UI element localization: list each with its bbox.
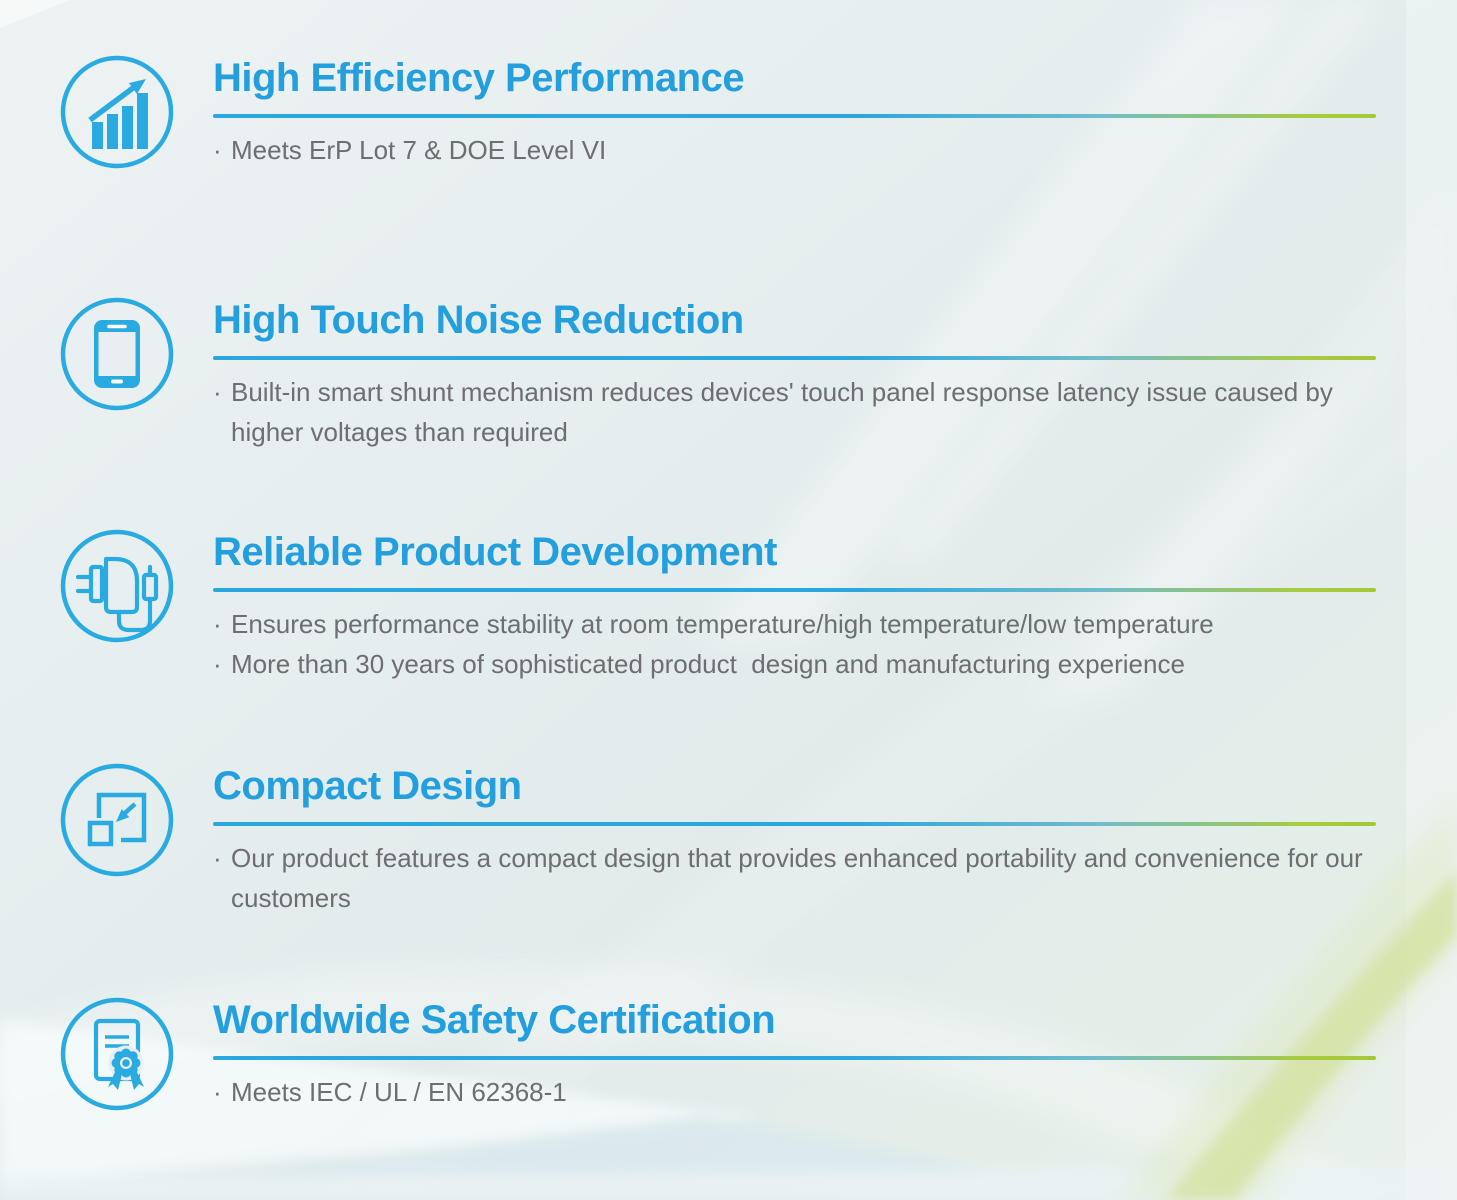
bullet-text: Ensures performance stability at room te… — [231, 609, 1214, 639]
feature-divider — [213, 822, 1376, 826]
bullet-marker: · — [213, 1077, 222, 1107]
bullet-text: Built-in smart shunt mechanism reduces d… — [231, 377, 1341, 447]
feature-bullets: · Built-in smart shunt mechanism reduces… — [213, 372, 1388, 452]
feature-bullets: · Ensures performance stability at room … — [213, 604, 1388, 684]
feature-title: Worldwide Safety Certification — [213, 998, 776, 1042]
feature-bullet: · Meets ErP Lot 7 & DOE Level VI — [213, 130, 1388, 170]
feature-divider — [213, 588, 1376, 592]
bullet-marker: · — [213, 649, 222, 679]
bullet-text: Meets ErP Lot 7 & DOE Level VI — [231, 135, 607, 165]
feature-title: Reliable Product Development — [213, 530, 777, 574]
bullet-text: More than 30 years of sophisticated prod… — [231, 649, 1185, 679]
smartphone-icon — [59, 296, 175, 412]
compact-resize-icon — [59, 762, 175, 878]
feature-bullet: · Built-in smart shunt mechanism reduces… — [213, 372, 1388, 452]
feature-divider — [213, 356, 1376, 360]
feature-bullets: · Our product features a compact design … — [213, 838, 1388, 918]
feature-bullet: · Ensures performance stability at room … — [213, 604, 1388, 644]
bullet-text: Our product features a compact design th… — [231, 843, 1370, 913]
feature-divider — [213, 1056, 1376, 1060]
feature-bullets: · Meets IEC / UL / EN 62368-1 — [213, 1072, 1388, 1112]
feature-divider — [213, 114, 1376, 118]
power-adapter-icon — [59, 528, 175, 644]
certificate-ribbon-icon — [59, 996, 175, 1112]
bullet-marker: · — [213, 843, 222, 873]
feature-bullets: · Meets ErP Lot 7 & DOE Level VI — [213, 130, 1388, 170]
bullet-text: Meets IEC / UL / EN 62368-1 — [231, 1077, 567, 1107]
feature-title: High Efficiency Performance — [213, 56, 745, 100]
bullet-marker: · — [213, 377, 222, 407]
feature-title: High Touch Noise Reduction — [213, 298, 744, 342]
bullet-marker: · — [213, 135, 222, 165]
feature-bullet: · Meets IEC / UL / EN 62368-1 — [213, 1072, 1388, 1112]
feature-title: Compact Design — [213, 764, 522, 808]
feature-bullet: · More than 30 years of sophisticated pr… — [213, 644, 1388, 684]
feature-bullet: · Our product features a compact design … — [213, 838, 1388, 918]
bar-chart-growth-icon — [59, 54, 175, 170]
bullet-marker: · — [213, 609, 222, 639]
